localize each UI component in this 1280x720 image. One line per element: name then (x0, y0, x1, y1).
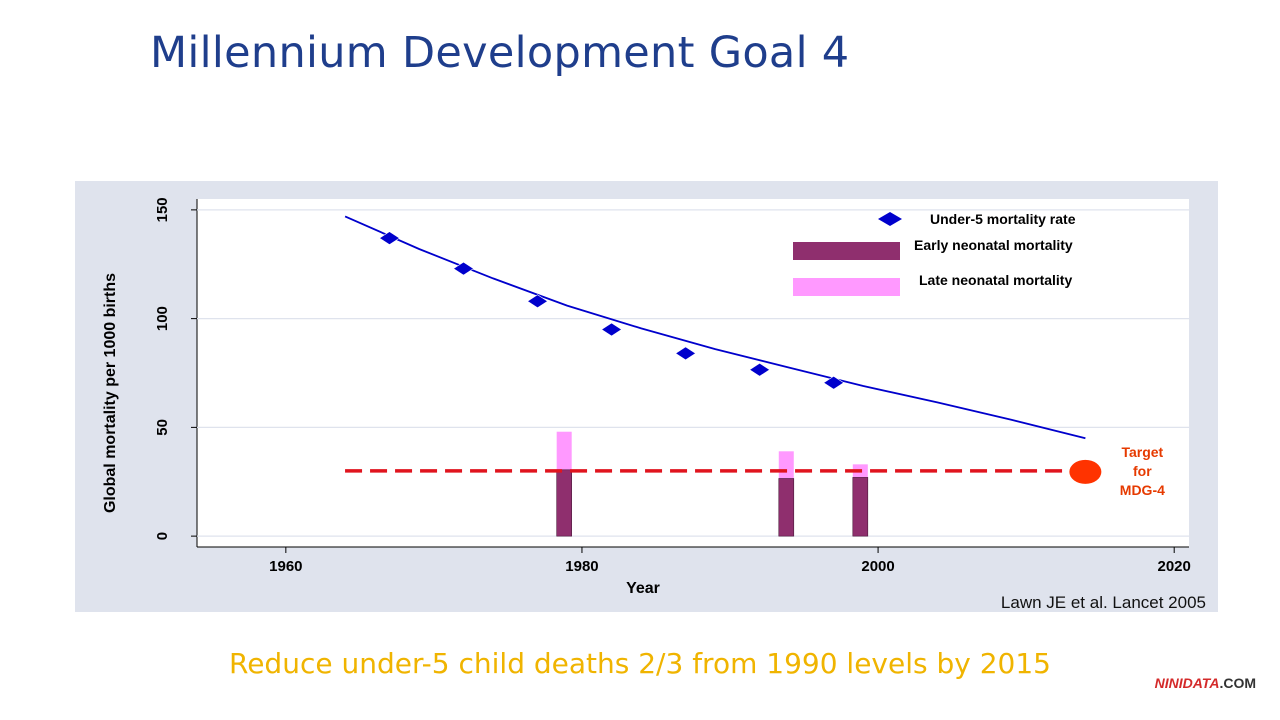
legend-early-label: Early neonatal mortality (914, 237, 1073, 253)
u5mr-point (749, 362, 771, 377)
slide-title: Millennium Development Goal 4 (150, 28, 850, 78)
early-neonatal-bar (556, 469, 572, 537)
plot-area (197, 199, 1189, 547)
early-neonatal-bar (778, 478, 795, 537)
chart-panel: 0 50 100 150 1960 1980 2000 2020 Year Global mort… (75, 181, 1218, 612)
y-tick-label: 100 (154, 306, 171, 331)
watermark-tld: .COM (1219, 675, 1256, 691)
slide-subtitle: Reduce under-5 child deaths 2/3 from 199… (229, 647, 1051, 680)
u5mr-point (526, 294, 549, 309)
x-axis-title: Year (626, 580, 660, 597)
citation: Lawn JE et al. Lancet 2005 (1000, 593, 1206, 612)
u5mr-point (452, 261, 475, 276)
x-tick-label: 1980 (565, 558, 598, 575)
y-tick-label: 0 (154, 532, 171, 540)
watermark-brand: NINIDATA (1154, 675, 1220, 691)
legend-u5mr-label: Under-5 mortality rate (930, 211, 1076, 227)
x-tick-label: 2020 (1158, 558, 1191, 575)
u5mr-point (601, 322, 623, 337)
legend-late-swatch (793, 278, 900, 296)
legend-u5mr-swatch (878, 212, 902, 226)
legend-early-swatch (793, 242, 900, 260)
target-label: Target (1121, 444, 1163, 460)
u5mr-point (823, 375, 845, 390)
u5mr-point (378, 231, 401, 246)
y-tick-label: 150 (154, 197, 171, 222)
mortality-chart: 0 50 100 150 1960 1980 2000 2020 Year Global mort… (102, 197, 1191, 597)
y-tick-label: 50 (154, 419, 171, 436)
target-marker (1069, 459, 1102, 484)
x-tick-label: 2000 (861, 558, 894, 575)
early-neonatal-bar (852, 477, 869, 537)
x-tick-label: 1960 (269, 558, 302, 575)
legend-late-label: Late neonatal mortality (919, 272, 1072, 288)
target-label: MDG-4 (1120, 482, 1165, 498)
watermark: NINIDATA.COM (1155, 675, 1256, 691)
y-axis-title: Global mortality per 1000 births (102, 273, 119, 513)
u5mr-point (675, 346, 697, 361)
target-label: for (1133, 463, 1152, 479)
